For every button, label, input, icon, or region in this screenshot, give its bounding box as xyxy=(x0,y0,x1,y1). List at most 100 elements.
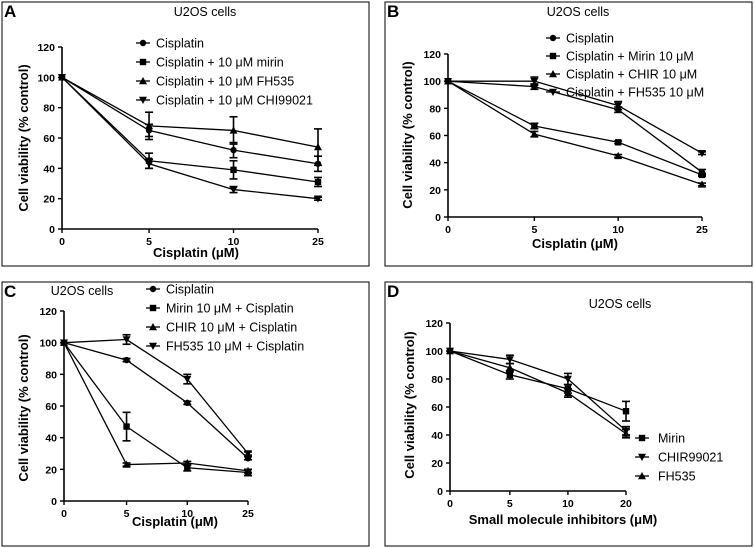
y-tick-label: 120 xyxy=(37,42,55,54)
legend-marker xyxy=(149,342,157,350)
x-tick-label: 10 xyxy=(612,224,624,236)
data-point xyxy=(614,139,622,146)
series-line xyxy=(449,350,627,432)
series-line xyxy=(63,342,249,459)
series-line xyxy=(449,350,627,435)
y-tick-label: 100 xyxy=(425,346,443,358)
x-axis-label: Cisplatin (μM) xyxy=(532,236,618,251)
y-tick-label: 40 xyxy=(45,433,57,445)
panel-d: D U2OS cells 0 20 40 60 80 100 120 0 5 10 20 Small mo… xyxy=(384,281,753,547)
series-line xyxy=(63,338,249,454)
x-tick-label: 0 xyxy=(447,498,453,510)
x-tick-label: 25 xyxy=(696,224,708,236)
data-point xyxy=(446,347,454,355)
y-tick-label: 20 xyxy=(431,458,443,470)
series-2 xyxy=(60,339,252,477)
data-point xyxy=(622,429,630,437)
y-tick-label: 0 xyxy=(49,224,55,236)
series-3 xyxy=(446,347,630,439)
data-point xyxy=(563,375,572,383)
legend-marker xyxy=(139,58,147,66)
y-tick-label: 120 xyxy=(423,49,441,61)
chart-title: U2OS cells xyxy=(547,5,610,19)
series-line xyxy=(447,80,703,173)
legend-marker xyxy=(638,434,646,442)
data-point xyxy=(530,130,539,138)
legend-label: CHIR 10 μM + Cisplatin xyxy=(166,321,297,335)
legend-marker xyxy=(549,88,557,96)
x-tick-label: 0 xyxy=(445,224,451,236)
chart-title: U2OS cells xyxy=(174,5,237,19)
data-point xyxy=(229,186,238,194)
data-point xyxy=(506,371,514,378)
series-line xyxy=(63,342,249,474)
panel-c: C U2OS cells 0 20 40 60 80 100 120 0 5 10 25 Cisplati… xyxy=(1,281,370,547)
series-4 xyxy=(444,76,706,158)
y-tick-label: 20 xyxy=(429,185,441,197)
legend-label: Cisplatin + Mirin 10 μM xyxy=(566,50,694,64)
data-point xyxy=(183,459,192,467)
data-point xyxy=(314,178,322,186)
chart-title: U2OS cells xyxy=(589,297,652,311)
y-tick-label: 60 xyxy=(43,133,55,145)
y-tick-label: 20 xyxy=(45,464,57,476)
y-axis-label: Cell viability (% control) xyxy=(16,64,31,211)
y-tick-label: 0 xyxy=(435,212,441,224)
series-3 xyxy=(58,73,322,167)
data-point xyxy=(314,143,322,151)
legend-label: FH535 xyxy=(658,470,696,484)
legend-label: Mirin 10 μM + Cisplatin xyxy=(166,302,294,316)
data-point xyxy=(531,122,538,130)
y-tick-label: 120 xyxy=(425,318,443,330)
legend-marker xyxy=(139,39,147,47)
series-line xyxy=(448,80,703,154)
legend-label: Cisplatin xyxy=(566,32,614,46)
y-tick-label: 60 xyxy=(431,402,443,414)
legend-label: CHIR99021 xyxy=(658,451,723,465)
data-point xyxy=(230,166,237,174)
data-point xyxy=(183,375,192,384)
legend-marker xyxy=(638,453,646,461)
legend-label: Mirin xyxy=(658,432,685,446)
x-axis-label: Cisplatin (μM) xyxy=(132,514,218,529)
y-tick-label: 80 xyxy=(43,103,55,115)
panel-frame xyxy=(1,1,370,267)
series-3 xyxy=(444,77,706,188)
x-tick-label: 20 xyxy=(620,498,632,510)
data-point xyxy=(122,336,131,344)
series-line xyxy=(61,76,319,183)
x-tick-label: 5 xyxy=(531,224,537,236)
panel-frame xyxy=(384,1,753,267)
data-point xyxy=(60,339,68,347)
legend-marker xyxy=(149,323,157,331)
x-tick-label: 10 xyxy=(181,508,193,520)
panel-label: A xyxy=(4,2,16,21)
series-1 xyxy=(58,74,322,173)
legend-label: Cisplatin xyxy=(156,37,204,51)
series-line xyxy=(61,76,319,200)
x-axis-label: Small molecule inhibitors (μM) xyxy=(469,512,658,527)
data-point xyxy=(444,77,452,86)
data-point xyxy=(563,389,572,397)
y-tick-label: 0 xyxy=(437,486,443,498)
data-point xyxy=(614,151,623,160)
legend-label: Cisplatin + CHIR 10 μM xyxy=(566,68,697,82)
legend-marker xyxy=(549,70,557,78)
data-point xyxy=(244,466,252,475)
data-point xyxy=(229,126,238,134)
x-tick-label: 0 xyxy=(59,236,65,248)
data-point xyxy=(314,195,322,203)
data-point xyxy=(184,399,191,407)
x-tick-label: 0 xyxy=(61,508,67,520)
data-point xyxy=(184,464,191,471)
series-line xyxy=(447,80,703,176)
legend-marker xyxy=(149,304,157,312)
x-tick-label: 5 xyxy=(507,498,513,510)
series-line xyxy=(447,80,703,186)
legend-label: Cisplatin + 10 μM CHI99021 xyxy=(156,94,313,108)
series-4 xyxy=(58,74,322,203)
legend-label: FH535 10 μM + Cisplatin xyxy=(166,340,304,354)
legend-label: Cisplatin + 10 μM mirin xyxy=(156,56,284,70)
data-point xyxy=(505,356,514,364)
